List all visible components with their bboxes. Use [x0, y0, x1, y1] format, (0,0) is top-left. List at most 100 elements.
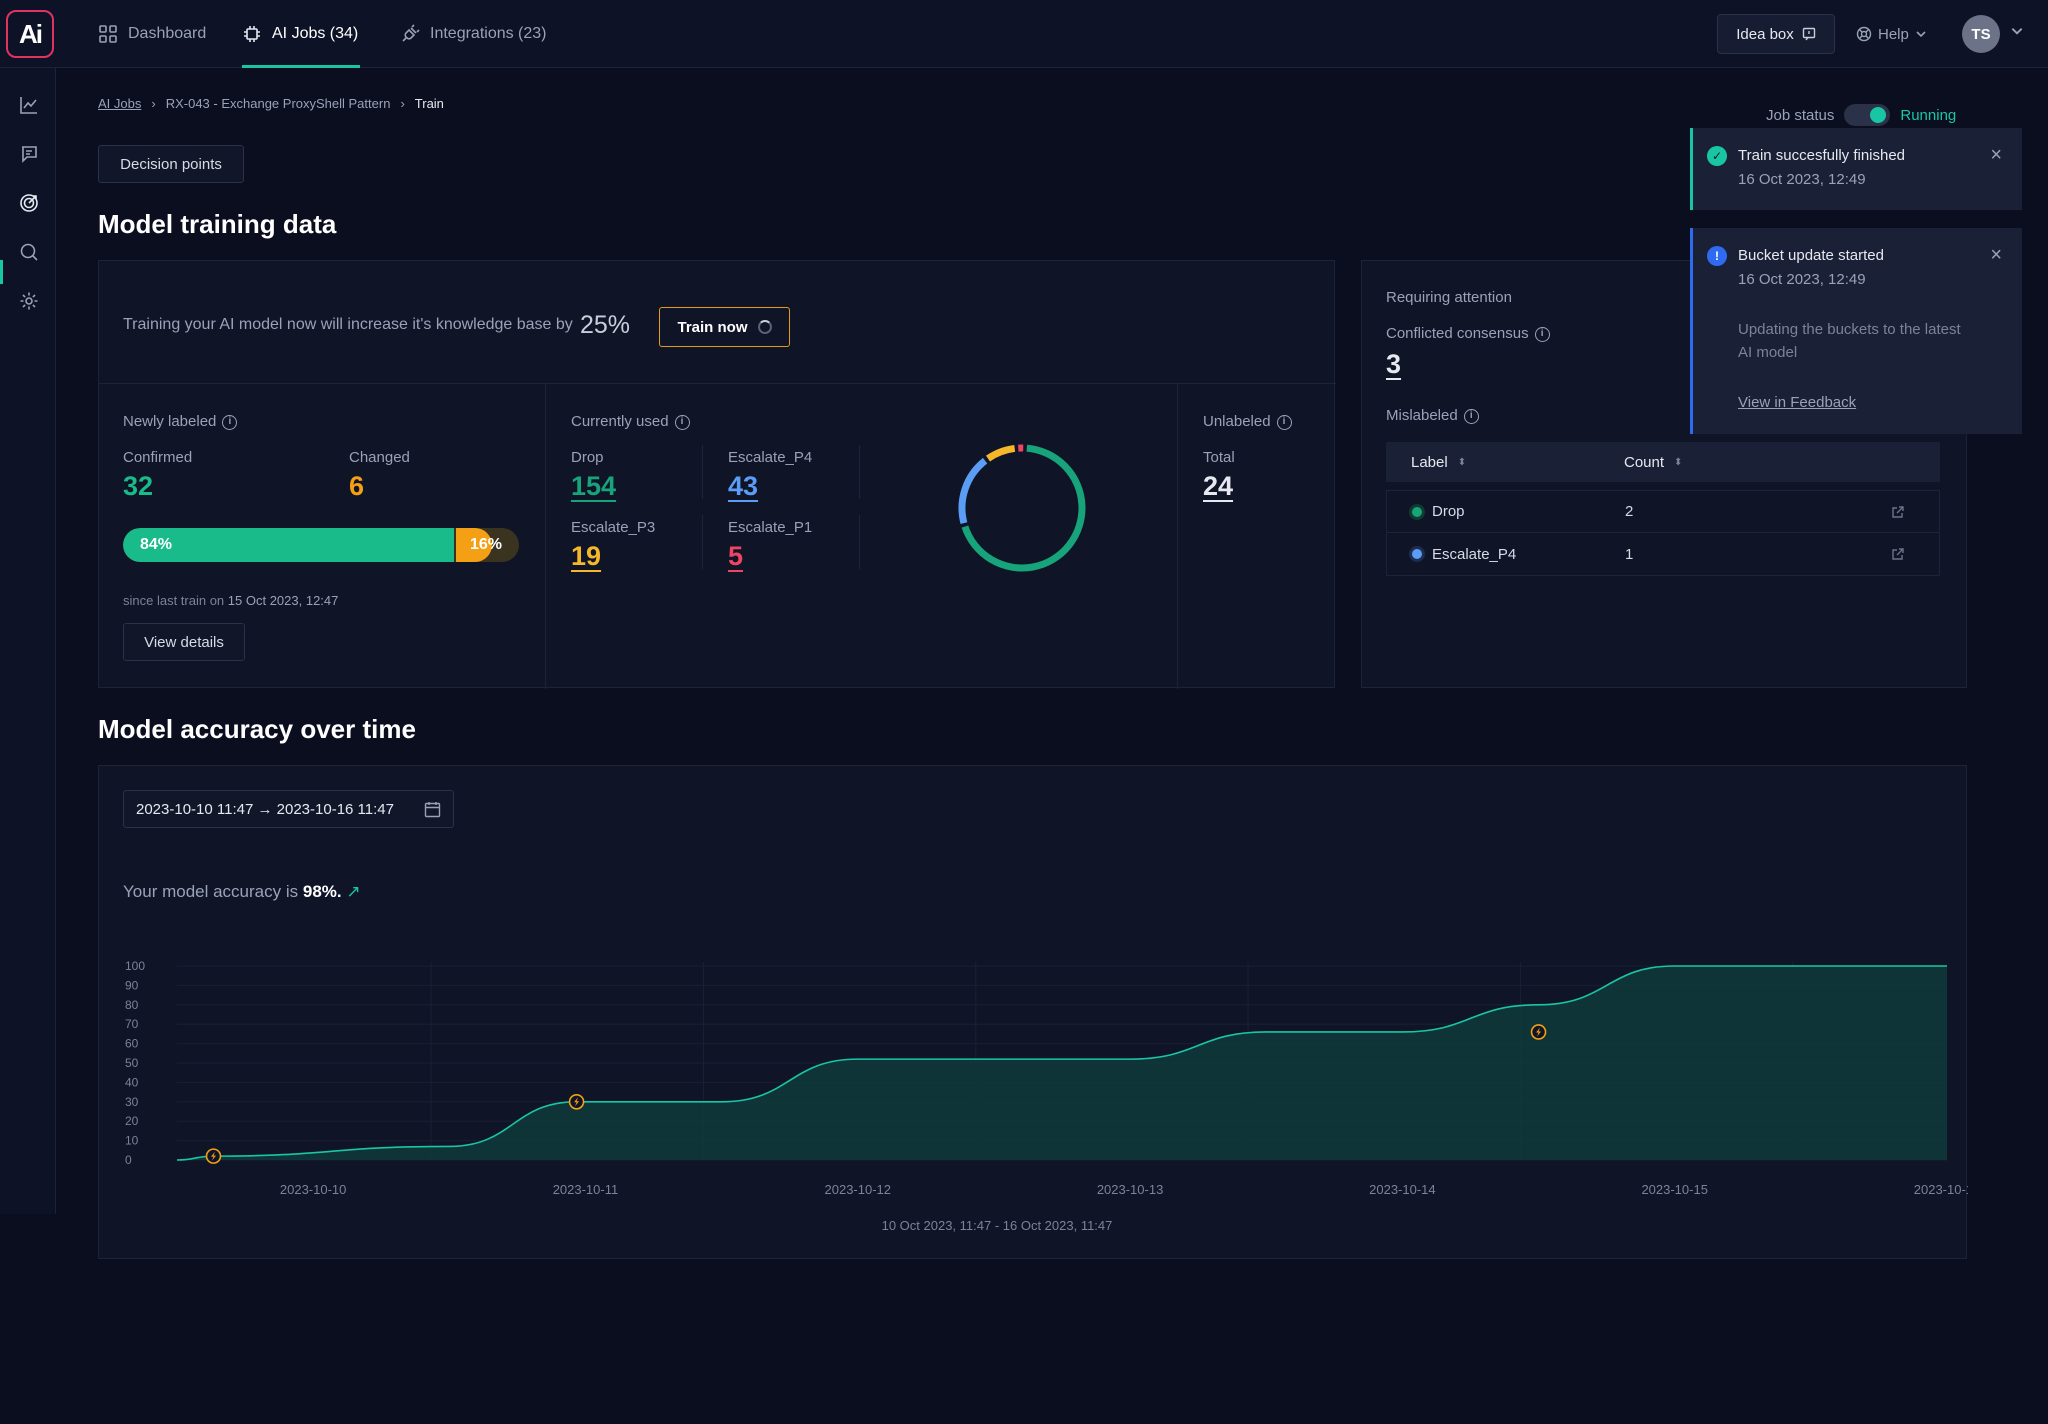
tab-dashboard[interactable]: Dashboard — [98, 0, 206, 68]
target-icon[interactable] — [18, 192, 40, 214]
donut-slice-escalate-p3[interactable] — [986, 444, 1016, 462]
conflicted-label: Conflicted consensus — [1386, 325, 1529, 342]
info-icon[interactable]: i — [222, 414, 238, 430]
accuracy-line — [176, 965, 1947, 1161]
usage-donut-chart — [958, 444, 1086, 572]
y-tick-label: 70 — [125, 1017, 139, 1031]
training-intro: Training your AI model now will increase… — [123, 316, 573, 333]
breadcrumb-job[interactable]: RX-043 - Exchange ProxyShell Pattern — [165, 96, 391, 111]
view-in-feedback-link[interactable]: View in Feedback — [1738, 394, 1857, 411]
info-icon: ! — [1707, 246, 1727, 266]
lightning-icon — [574, 1097, 580, 1107]
close-icon[interactable]: × — [1990, 144, 2002, 166]
idea-box-label: Idea box — [1736, 25, 1794, 43]
train-now-button[interactable]: Train now — [659, 307, 790, 347]
message-icon[interactable] — [18, 143, 40, 165]
external-link-icon[interactable] — [1891, 547, 1905, 561]
divider — [545, 383, 546, 689]
escalate-p4-count[interactable]: 43 — [728, 471, 759, 501]
newly-labeled-label: Newly labeled — [123, 413, 217, 430]
active-indicator — [0, 260, 3, 284]
gear-icon[interactable] — [18, 290, 40, 312]
app-logo[interactable]: Ai — [6, 10, 54, 58]
view-details-button[interactable]: View details — [123, 623, 245, 661]
changed-label: Changed — [349, 449, 410, 466]
unlabeled-section: Unlabeled i Total 24 — [1177, 383, 1336, 689]
help-menu[interactable]: Help — [1856, 14, 1927, 54]
toast-title: Bucket update started — [1738, 247, 1884, 264]
drop-count[interactable]: 154 — [571, 471, 617, 501]
y-tick-label: 30 — [125, 1095, 139, 1109]
column-count-text: Count — [1624, 453, 1665, 471]
row-count: 1 — [1625, 545, 1634, 563]
toast-body: Updating the buckets to the latest AI mo… — [1738, 321, 1961, 361]
total-label: Total — [1203, 449, 1235, 466]
job-status: Job status Running — [1766, 104, 1956, 126]
escalate-p1-label: Escalate_P1 — [728, 519, 813, 536]
table-row[interactable]: Escalate_P4 1 — [1386, 533, 1940, 576]
search-icon[interactable] — [18, 241, 40, 263]
decision-points-button[interactable]: Decision points — [98, 145, 244, 183]
close-icon[interactable]: × — [1990, 244, 2002, 266]
row-label: Drop — [1412, 503, 1465, 520]
training-increase: 25% — [580, 311, 631, 339]
trend-up-icon: ↗ — [346, 882, 361, 901]
job-status-toggle[interactable] — [1844, 104, 1891, 126]
chevron-down-icon[interactable] — [2010, 24, 2024, 38]
avatar[interactable]: TS — [1962, 15, 2000, 53]
accuracy-area — [177, 966, 1947, 1160]
mislabeled-label: Mislabeled — [1386, 407, 1458, 424]
info-icon[interactable]: i — [674, 414, 690, 430]
escalate-p3-count[interactable]: 19 — [571, 541, 602, 571]
toast-time: 16 Oct 2023, 12:49 — [1738, 271, 1866, 288]
changed-pct: 16% — [469, 536, 502, 553]
page-title: Model training data — [98, 209, 337, 239]
column-label[interactable]: Label ⬍ — [1411, 454, 1466, 471]
tab-label: Dashboard — [128, 25, 207, 42]
toast-time: 16 Oct 2023, 12:49 — [1738, 171, 1866, 188]
chart-icon[interactable] — [18, 94, 40, 116]
labeled-ratio-bar: 84% 16% — [123, 528, 519, 562]
divider — [859, 445, 860, 499]
accuracy-value: 98%. — [302, 882, 342, 901]
unlabeled-total[interactable]: 24 — [1203, 471, 1234, 501]
escalate-p1-count[interactable]: 5 — [728, 541, 744, 571]
info-icon[interactable]: i — [1534, 326, 1550, 342]
confirmed-pct: 84% — [140, 536, 173, 553]
confirmed-fill — [123, 528, 454, 562]
y-tick-label: 0 — [125, 1153, 132, 1167]
conflicted-count[interactable]: 3 — [1386, 349, 1402, 379]
column-count[interactable]: Count ⬍ — [1624, 454, 1682, 471]
job-status-label: Job status — [1766, 106, 1835, 124]
side-rail — [0, 68, 56, 1214]
mislabeled-table: Label ⬍ Count ⬍ Drop 2 Escalate_P4 1 — [1386, 442, 1940, 576]
breadcrumb-current: Train — [414, 96, 444, 111]
divider — [1177, 383, 1178, 689]
info-icon[interactable]: i — [1463, 408, 1479, 424]
date-range-picker[interactable]: 2023-10-10 11:47 → 2023-10-16 11:47 — [123, 790, 454, 828]
spinner-icon — [757, 320, 772, 334]
row-label-text: Drop — [1432, 503, 1465, 520]
idea-box-button[interactable]: Idea box — [1717, 14, 1835, 54]
table-row[interactable]: Drop 2 — [1386, 490, 1940, 533]
escalate-p3-label: Escalate_P3 — [571, 519, 656, 536]
donut-slice-drop[interactable] — [961, 444, 1086, 572]
job-status-value: Running — [1900, 106, 1957, 124]
attention-title: Requiring attention — [1386, 289, 1512, 306]
plug-icon — [402, 24, 420, 42]
info-icon[interactable]: i — [1276, 414, 1292, 430]
train-now-label: Train now — [677, 318, 748, 336]
y-tick-label: 20 — [125, 1114, 139, 1128]
changed-count: 6 — [349, 471, 365, 501]
external-link-icon[interactable] — [1891, 505, 1905, 519]
tab-ai-jobs[interactable]: AI Jobs (34) — [242, 0, 361, 68]
tab-label: Integrations (23) — [430, 25, 547, 42]
donut-slice-escalate-p4[interactable] — [958, 457, 988, 524]
accuracy-title: Model accuracy over time — [98, 714, 416, 744]
breadcrumb-ai-jobs[interactable]: AI Jobs — [98, 96, 142, 111]
check-icon: ✓ — [1707, 146, 1727, 166]
tab-integrations[interactable]: Integrations (23) — [400, 0, 547, 68]
lifebuoy-icon — [1856, 26, 1872, 42]
conflicted-heading: Conflicted consensus i — [1386, 325, 1550, 342]
confirmed-count: 32 — [123, 471, 154, 501]
